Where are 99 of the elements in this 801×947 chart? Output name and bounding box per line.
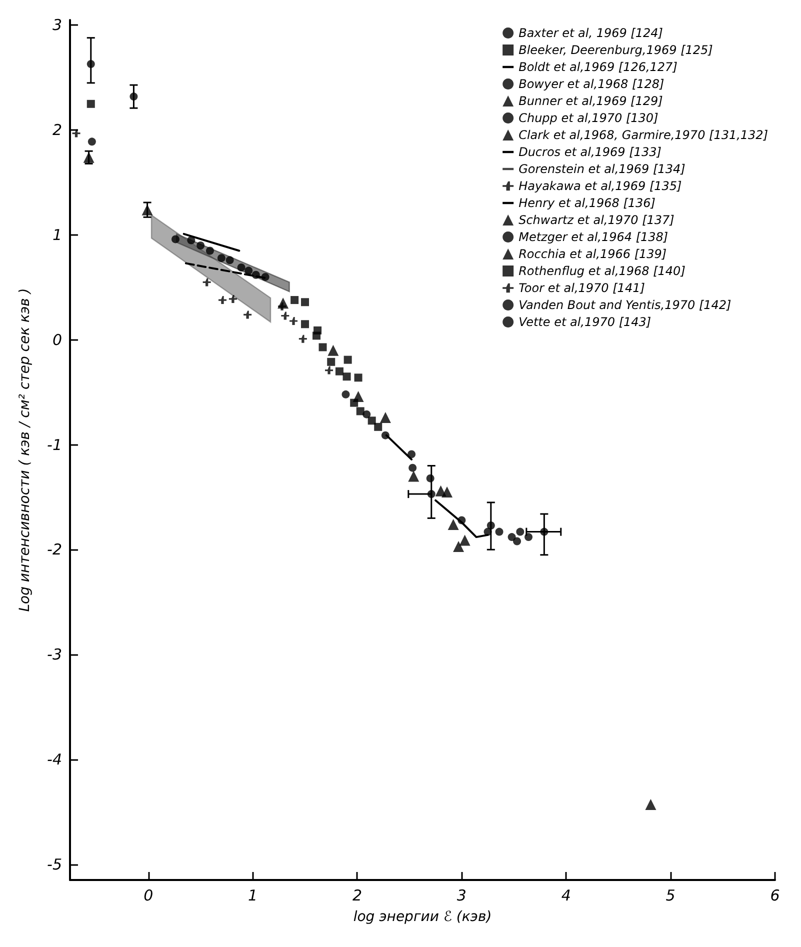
point [342,390,350,398]
point [381,431,390,440]
legend-label: Rothenflug et al,1968 [140] [518,264,686,278]
point [408,464,417,472]
legend-label: Henry et al,1968 [136] [518,196,656,210]
point [495,528,504,536]
y-tick-label: -4 [47,750,62,768]
point [368,416,376,425]
point [458,516,466,524]
point [448,518,459,530]
x-axis-title: log энергии ℰ (кэв) [353,909,492,925]
point [484,528,492,536]
point [426,474,434,482]
point [301,320,309,328]
point [540,528,548,536]
legend-label: Rocchia et al,1966 [139] [518,247,667,261]
point [453,540,464,552]
point [72,129,80,138]
x-tick-label: 5 [666,886,676,904]
x-tick-label: 2 [352,886,362,904]
point [314,326,322,334]
point [217,254,226,262]
legend-label: Bunner et al,1969 [129] [518,94,664,108]
point [281,312,290,320]
point [380,412,391,423]
point [374,422,382,431]
point [171,235,180,244]
legend-label: Chupp et al,1970 [130] [518,111,659,125]
point [459,534,470,546]
point [408,470,420,482]
point [486,522,495,530]
point [202,278,211,286]
point [342,372,351,381]
point [252,270,260,279]
point [354,374,362,382]
point [327,358,336,366]
y-tick-label: -2 [47,540,62,559]
x-tick-label: 1 [248,886,258,904]
y-tick-label: 2 [52,121,62,140]
point [228,294,237,303]
point [278,302,286,310]
point [442,486,453,498]
point [344,356,352,364]
legend-label: Clark et al,1968, Garmire,1970 [131,132] [518,128,768,142]
point [86,60,95,68]
legend-label: Boldt et al,1969 [126,127] [518,60,678,74]
point [516,528,524,536]
point [427,490,436,498]
y-tick-label: 1 [52,226,62,244]
point [290,296,299,304]
point [301,298,309,306]
point [244,310,252,319]
x-tick-label: 4 [561,886,571,904]
legend-label: Gorenstein et al,1969 [134] [518,162,686,176]
legend-label: Toor et al,1970 [141] [518,281,646,295]
y-tick-label: 0 [52,330,62,349]
point [352,391,364,402]
y-tick-label: -1 [47,436,62,454]
point [187,236,196,244]
point [206,246,214,255]
point [513,537,522,546]
point [88,138,96,146]
point [226,256,234,264]
point [318,343,327,352]
point [196,241,205,250]
point [335,367,344,376]
y-tick-label: -3 [47,646,62,664]
point [362,410,371,418]
point [524,533,533,542]
point [290,317,298,325]
legend-label: Schwartz et al,1970 [137] [518,213,675,227]
x-tick-label: 6 [770,886,780,904]
legend-label: Metzger et al,1964 [138] [518,230,668,244]
point [328,344,339,356]
point [261,272,270,281]
point [244,266,253,275]
point [130,92,138,101]
y-tick-label: 3 [52,16,62,34]
legend-label: Bowyer et al,1968 [128] [518,77,665,91]
point [142,204,153,216]
point [237,264,246,272]
legend-label: Ducros et al,1969 [133] [518,145,662,159]
point [508,533,516,542]
point [218,296,226,304]
x-tick-label: 3 [456,886,466,904]
point [408,450,416,458]
legend-label: Vette et al,1970 [143] [518,315,652,329]
y-axis-title: Log интенсивности ( кэв / см² стер сек кэв ) [17,288,33,612]
x-tick-label: 0 [144,886,154,904]
point [325,366,334,374]
legend-label: Baxter et al, 1969 [124] [518,26,664,40]
y-tick-label: -5 [47,855,62,874]
legend-label: Vanden Bout and Yentis,1970 [142] [518,298,732,312]
point [86,100,95,108]
legend-label: Bleeker, Deerenburg,1969 [125] [518,43,714,57]
point [298,334,307,343]
point [356,407,364,416]
legend-label: Hayakawa et al,1969 [135] [518,179,682,193]
point [645,798,656,810]
